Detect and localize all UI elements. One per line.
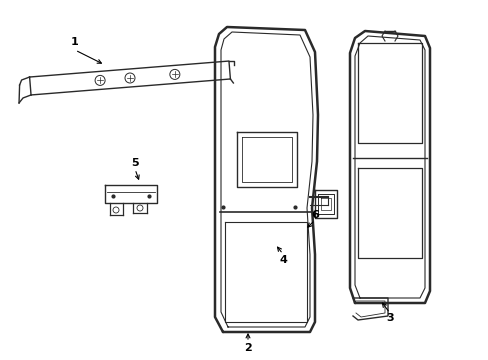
Text: 3: 3	[386, 313, 393, 323]
Text: 2: 2	[244, 343, 251, 353]
Text: 4: 4	[279, 255, 286, 265]
Text: 5: 5	[131, 158, 139, 168]
Text: 6: 6	[310, 210, 318, 220]
Text: 1: 1	[71, 37, 79, 47]
